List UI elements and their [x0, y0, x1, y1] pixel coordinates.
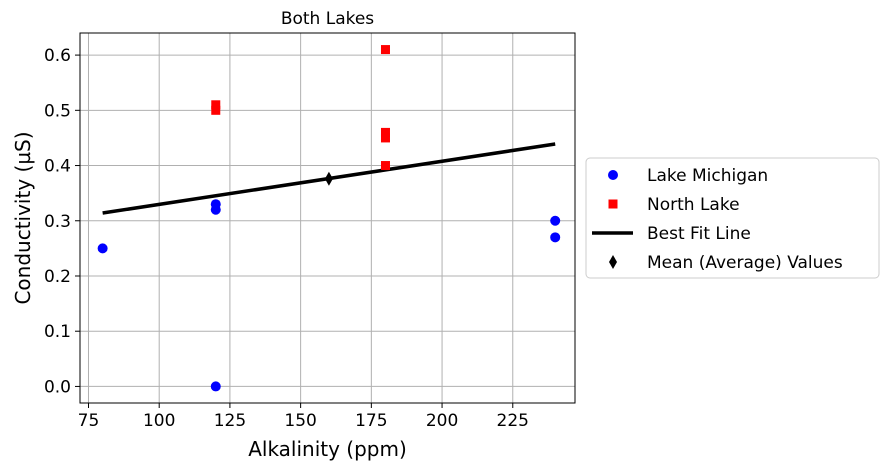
x-tick-label: 175: [355, 411, 387, 431]
x-tick-label: 200: [426, 411, 458, 431]
north-lake-point: [211, 100, 221, 110]
north-lake-point: [380, 127, 390, 137]
y-axis-label: Conductivity (µS): [11, 131, 35, 304]
y-tick-label: 0.0: [44, 377, 71, 397]
x-tick-label: 225: [497, 411, 529, 431]
lake-michigan-point: [210, 204, 221, 215]
lake-michigan-point: [550, 215, 561, 226]
plot-frame: [79, 32, 576, 404]
y-tick-label: 0.2: [44, 267, 71, 287]
plot-data: [97, 45, 561, 392]
north-lake-point: [380, 161, 390, 171]
x-tick-label: 100: [143, 411, 175, 431]
y-tick-label: 0.3: [44, 212, 71, 232]
legend-lake-michigan-label: Lake Michigan: [647, 166, 768, 186]
grid: [80, 33, 575, 403]
y-tick-label: 0.1: [44, 322, 71, 342]
x-tick-label: 125: [214, 411, 246, 431]
x-tick-label: 150: [284, 411, 316, 431]
lake-michigan-point: [97, 243, 108, 254]
mean-average-values-point: [324, 171, 333, 186]
north-lake-point: [211, 105, 221, 115]
legend-mean-average-values-label: Mean (Average) Values: [647, 253, 843, 273]
legend-mean-average-values-swatch: [609, 255, 617, 269]
north-lake-point: [380, 45, 390, 55]
chart-title: Both Lakes: [281, 9, 374, 29]
legend-box: [585, 157, 880, 279]
x-tick-label: 75: [78, 411, 100, 431]
legend-north-lake-label: North Lake: [647, 195, 740, 215]
ticks: 75 100 125 150 175 200 225 0.0 0.1 0.2 0.3 0.4 0.5 0.…: [44, 46, 529, 431]
legend-lake-michigan-swatch: [608, 170, 618, 180]
legend-north-lake-swatch: [608, 199, 618, 209]
y-tick-label: 0.4: [44, 157, 71, 177]
y-tick-label: 0.6: [44, 46, 71, 66]
legend-best-fit-line-label: Best Fit Line: [647, 224, 751, 244]
legend: Lake Michigan North Lake Best Fit Line Mean…: [585, 157, 880, 279]
lake-michigan-point: [210, 381, 221, 392]
y-tick-label: 0.5: [44, 101, 71, 121]
north-lake-point: [380, 133, 390, 143]
lake-michigan-point: [550, 232, 561, 243]
x-axis-label: Alkalinity (ppm): [248, 437, 407, 461]
